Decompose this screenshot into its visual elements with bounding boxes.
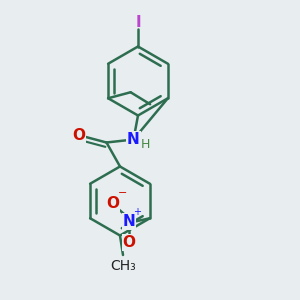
Text: O: O — [72, 128, 85, 142]
Text: −: − — [118, 188, 127, 198]
Text: O: O — [106, 196, 119, 211]
Text: H: H — [141, 137, 150, 151]
Text: O: O — [122, 235, 135, 250]
Text: N: N — [127, 132, 140, 147]
Text: +: + — [133, 207, 141, 217]
Text: CH₃: CH₃ — [110, 260, 136, 274]
Text: N: N — [122, 214, 135, 229]
Text: I: I — [135, 15, 141, 30]
